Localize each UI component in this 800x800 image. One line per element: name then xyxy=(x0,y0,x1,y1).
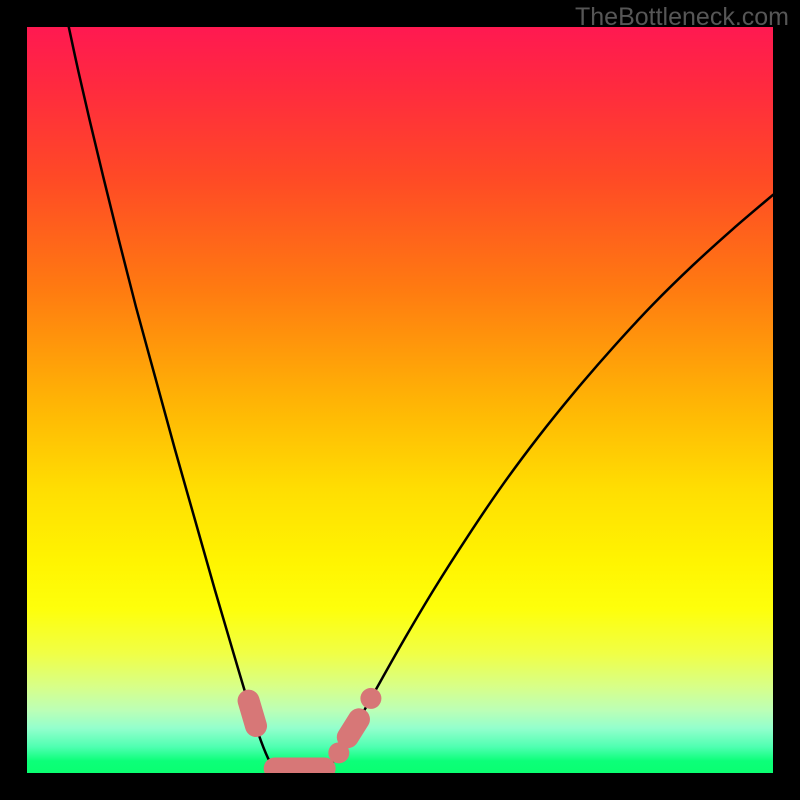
chart-background xyxy=(27,27,773,773)
marker-capsule xyxy=(348,719,359,737)
plot-svg xyxy=(27,27,773,773)
marker-dot xyxy=(360,688,381,709)
chart-frame: TheBottleneck.com xyxy=(0,0,800,800)
plot-area xyxy=(27,27,773,773)
marker-capsule xyxy=(249,701,256,726)
watermark-text: TheBottleneck.com xyxy=(575,3,789,32)
